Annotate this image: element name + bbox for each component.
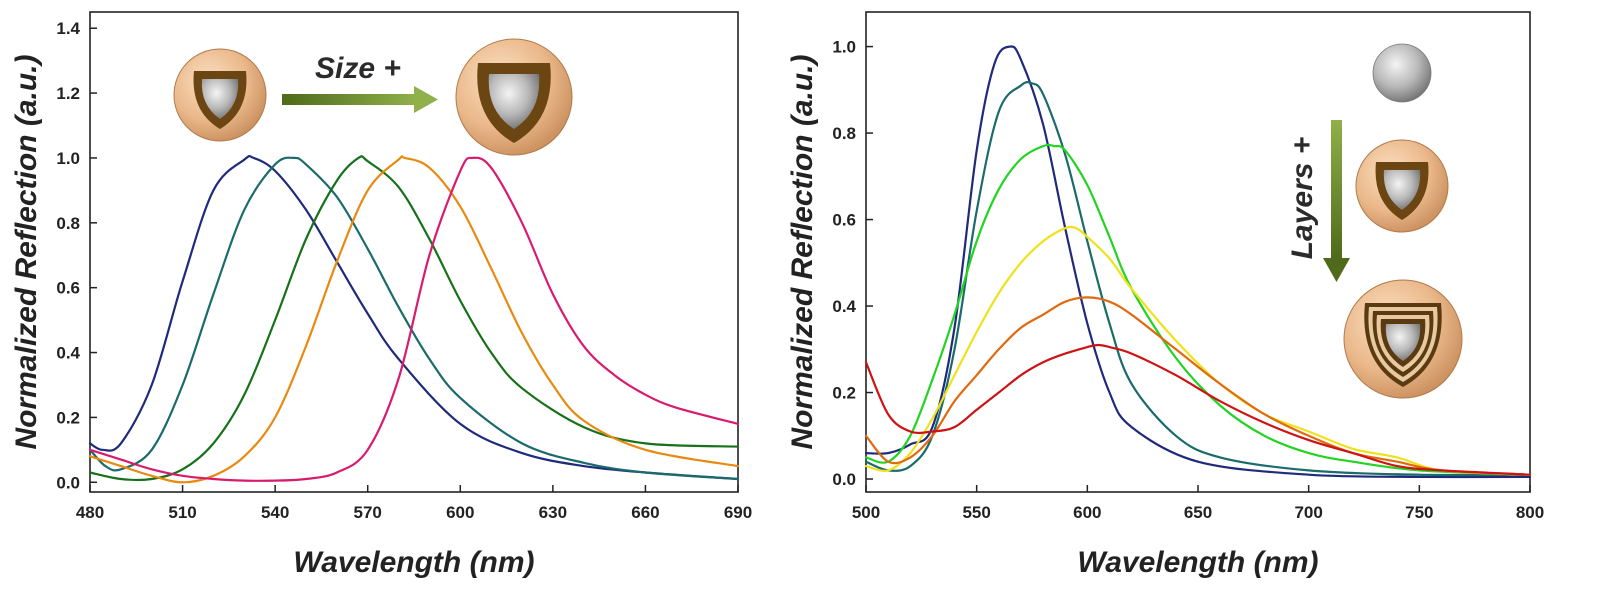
layers-arrow-label: Layers + xyxy=(1286,137,1319,260)
right-chart: 500 550 600 650 700 750 8000.00.20.40.60.81.0 … xyxy=(786,11,1544,579)
left-y-tick-label: 1.0 xyxy=(56,149,80,168)
right-x-tick-label: 650 xyxy=(1184,503,1212,522)
left-y-tick-label: 0.2 xyxy=(56,408,80,427)
left-chart: 480 510 540 570 600 630 660 690 0.0 0.2 0.4 0.6 0.8 1… xyxy=(10,11,752,579)
left-series-group xyxy=(88,154,740,484)
left-x-tick-label: 630 xyxy=(539,503,567,522)
right-series-line-5 xyxy=(864,343,1532,476)
right-y-axis-label: Normalized Reflection (a.u.) xyxy=(786,54,819,449)
layers-arrow: Layers + xyxy=(1286,120,1350,282)
core-shell-particle-icon xyxy=(455,38,573,156)
left-series-line-1 xyxy=(88,156,740,481)
right-series-line-2 xyxy=(864,143,1532,476)
right-series-line-3 xyxy=(864,225,1532,476)
multilayer-shell-particle-icon xyxy=(1343,279,1463,399)
left-x-axis-label: Wavelength (nm) xyxy=(293,546,534,579)
left-series-line-0 xyxy=(88,154,740,481)
left-x-tick-label: 510 xyxy=(168,503,196,522)
right-x-tick-label: 750 xyxy=(1405,503,1433,522)
right-series-group xyxy=(864,45,1532,479)
left-y-tick-label: 1.2 xyxy=(56,84,80,103)
right-y-tick-label: 0.4 xyxy=(832,297,856,316)
right-series-line-1 xyxy=(864,81,1532,477)
left-series-line-4 xyxy=(88,156,740,482)
right-y-tick-label: 0.0 xyxy=(832,470,856,489)
left-y-tick-label: 0.0 xyxy=(56,473,80,492)
size-arrow-label: Size + xyxy=(315,52,401,85)
right-x-tick-label: 500 xyxy=(852,503,880,522)
left-y-axis-label: Normalized Reflection (a.u.) xyxy=(10,54,43,449)
right-x-axis-label: Wavelength (nm) xyxy=(1077,546,1318,579)
left-x-tick-label: 690 xyxy=(724,503,752,522)
size-arrow: Size + xyxy=(282,52,438,113)
right-y-tick-label: 1.0 xyxy=(832,38,856,57)
right-y-tick-label: 0.6 xyxy=(832,211,856,230)
left-y-tick-label: 1.4 xyxy=(56,19,80,38)
left-x-tick-label: 660 xyxy=(631,503,659,522)
right-axis-ticks: 500 550 600 650 700 750 800 0.0 0.2 0.4 0.6 0.8 1.0 xyxy=(832,38,1544,522)
left-y-tick-label: 0.8 xyxy=(56,214,80,233)
core-shell-particle-icon xyxy=(1355,139,1449,233)
right-y-tick-label: 0.8 xyxy=(832,124,856,143)
right-y-tick-label: 0.2 xyxy=(832,384,856,403)
core-sphere-icon xyxy=(1372,43,1432,103)
right-x-tick-label: 800 xyxy=(1516,503,1544,522)
left-axis-ticks: 480 510 540 570 600 630 660 690 0.0 0.2 0.4 0.6 0.8 1… xyxy=(56,19,752,522)
left-series-line-3 xyxy=(88,155,740,484)
right-series-line-0 xyxy=(864,45,1532,479)
left-plot-frame xyxy=(89,11,739,493)
left-x-tick-label: 480 xyxy=(76,503,104,522)
left-x-tick-label: 570 xyxy=(354,503,382,522)
left-x-tick-label: 600 xyxy=(446,503,474,522)
left-y-tick-label: 0.4 xyxy=(56,344,80,363)
left-series-line-2 xyxy=(88,155,740,482)
right-x-tick-label: 550 xyxy=(962,503,990,522)
core-shell-particle-icon xyxy=(173,48,267,142)
left-y-tick-label: 0.6 xyxy=(56,279,80,298)
left-x-tick-label: 540 xyxy=(261,503,289,522)
right-x-tick-label: 700 xyxy=(1294,503,1322,522)
right-x-tick-label: 600 xyxy=(1073,503,1101,522)
